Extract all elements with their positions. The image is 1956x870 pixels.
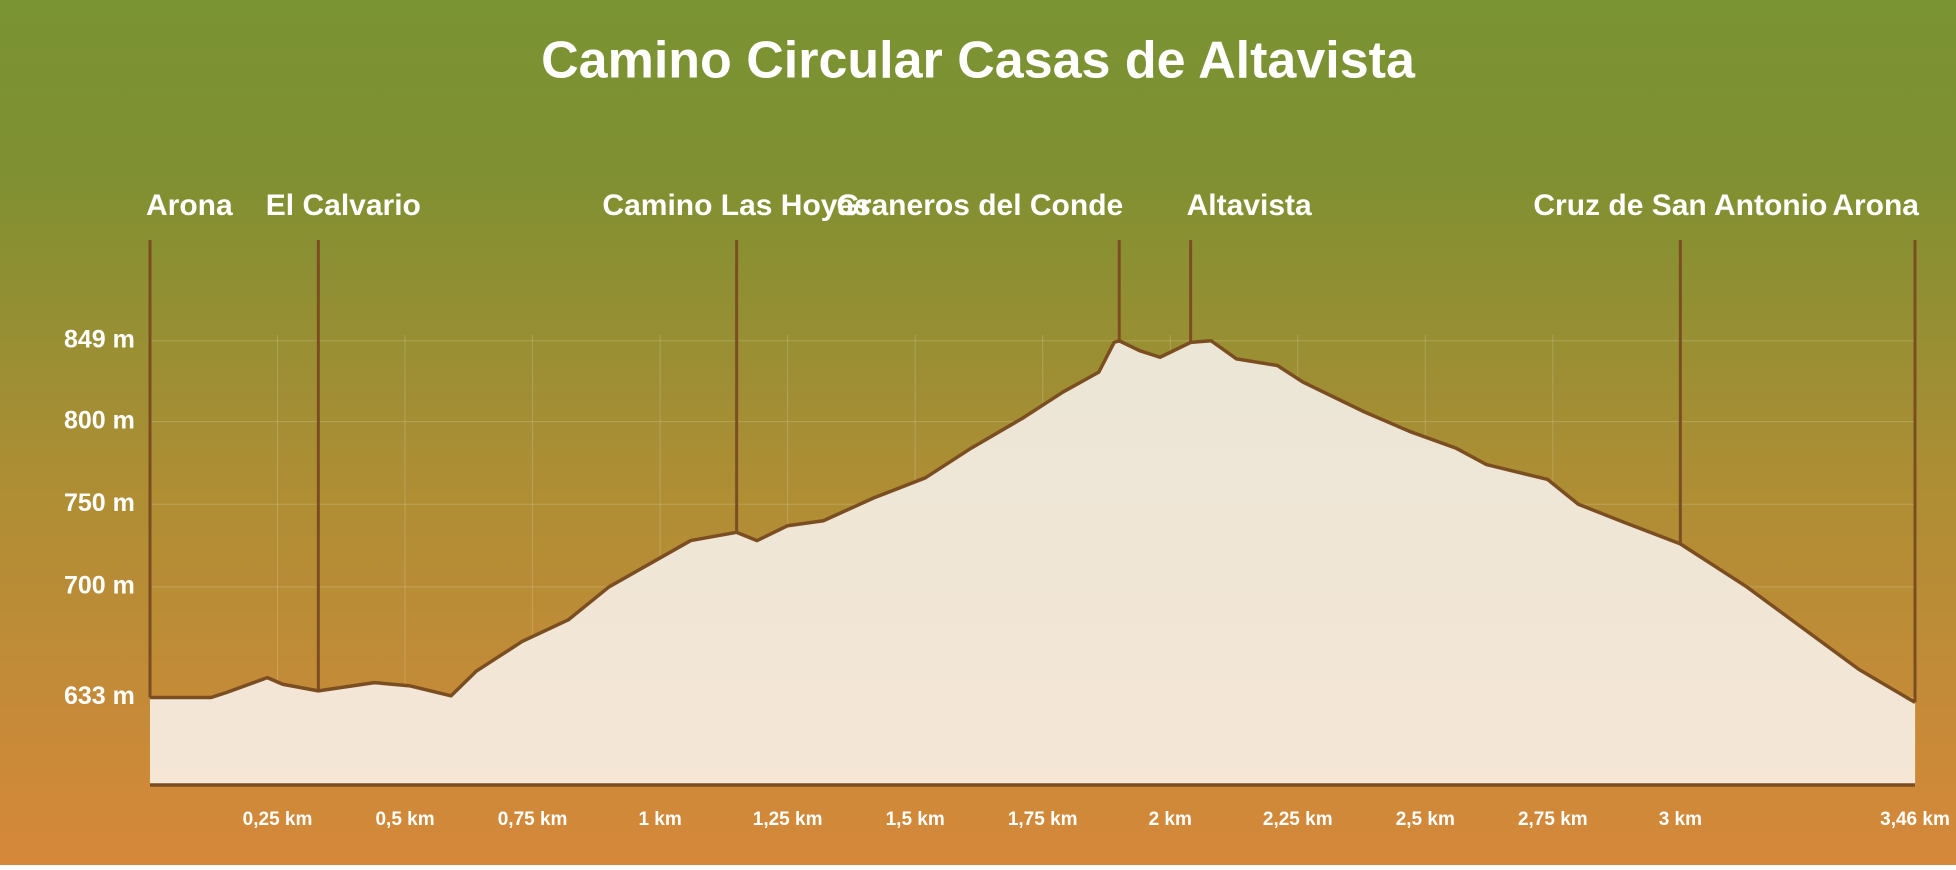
y-tick-label: 800 m [64,406,135,434]
y-tick-label: 849 m [64,325,135,353]
waypoint-label: El Calvario [266,189,421,222]
y-tick-label: 700 m [64,571,135,599]
x-tick-label: 2,75 km [1518,809,1588,830]
x-tick-label: 2,5 km [1396,809,1455,830]
x-tick-label: 1 km [638,809,681,830]
y-tick-label: 633 m [64,682,135,710]
waypoint-label: Camino Las Hoyas [602,189,870,222]
elevation-line [150,338,1916,704]
x-tick-label: 0,75 km [498,809,568,830]
x-tick-label: 2 km [1149,809,1192,830]
x-tick-label: 0,5 km [375,809,434,830]
x-tick-label: 3 km [1659,809,1702,830]
area-fill [150,340,1915,785]
x-tick-label: 1,75 km [1008,809,1078,830]
x-tick-label: 3,46 km [1880,809,1950,830]
waypoint-label: Arona [146,189,233,222]
x-tick-label: 0,25 km [243,809,313,830]
x-tick-label: 1,5 km [886,809,945,830]
y-tick-label: 750 m [64,489,135,517]
waypoint-label: Arona [1832,189,1919,222]
waypoint-label: Cruz de San Antonio [1533,189,1827,222]
waypoint-label: Altavista [1187,189,1312,222]
x-tick-label: 2,25 km [1263,809,1333,830]
chart-title: Camino Circular Casas de Altavista [541,32,1416,90]
waypoint-label: Graneros del Conde [836,189,1123,222]
x-tick-label: 1,25 km [753,809,823,830]
